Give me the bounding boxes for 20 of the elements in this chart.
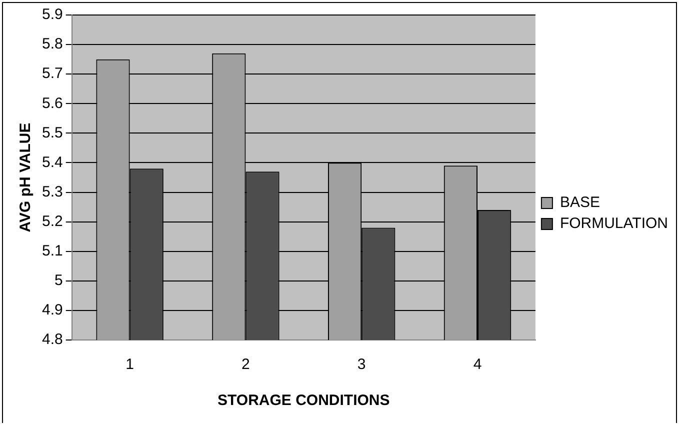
y-tick-label: 5.2 (42, 212, 63, 230)
y-tick-label: 5.6 (42, 94, 63, 112)
y-tick-label: 5.3 (42, 183, 63, 200)
y-tick-label: 4.9 (42, 302, 63, 319)
y-tick-label: 5.7 (42, 65, 63, 82)
y-tick-label: 5.8 (42, 36, 63, 53)
y-tick-label: 4.8 (42, 331, 63, 348)
y-tick-label: 5.4 (42, 154, 63, 171)
legend-label: BASE (560, 194, 600, 212)
x-tick-label: 3 (357, 356, 366, 374)
y-axis-title: AVG pH VALUE (17, 122, 34, 232)
y-tick-label: 5 (54, 272, 63, 290)
x-axis-title: STORAGE CONDITIONS (218, 392, 390, 410)
x-tick-label: 4 (473, 356, 482, 374)
x-tick-label: 1 (126, 356, 134, 374)
y-tick-label: 5.9 (42, 6, 63, 24)
legend-label: FORMULATION (560, 215, 668, 232)
x-tick-label: 2 (242, 356, 250, 374)
y-tick-label: 5.5 (42, 124, 63, 142)
y-tick-label: 5.1 (42, 242, 63, 260)
